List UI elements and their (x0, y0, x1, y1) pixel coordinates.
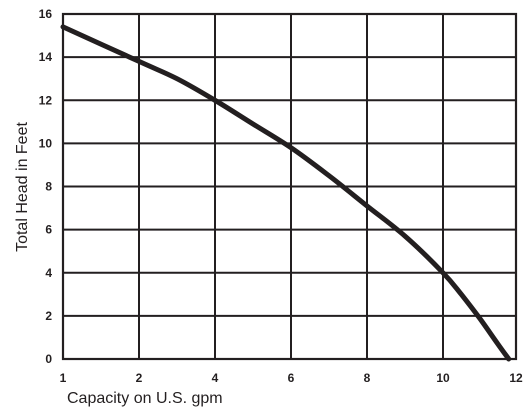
x-tick-label: 1 (60, 371, 67, 385)
x-tick-label: 10 (436, 371, 450, 385)
x-tick-label: 2 (136, 371, 143, 385)
grid-lines (63, 14, 516, 359)
y-tick-label: 4 (45, 266, 52, 280)
x-tick-label: 8 (364, 371, 371, 385)
plot-frame (61, 12, 518, 361)
y-tick-labels: 0 2 4 6 8 10 12 14 16 (39, 7, 53, 366)
y-tick-label: 6 (45, 223, 52, 237)
y-tick-label: 0 (45, 352, 52, 366)
x-tick-label: 12 (509, 371, 523, 385)
y-tick-label: 2 (45, 309, 52, 323)
x-tick-label: 4 (212, 371, 219, 385)
x-axis-label: Capacity on U.S. gpm (67, 390, 223, 407)
y-axis-label: Total Head in Feet (14, 122, 31, 252)
x-tick-labels: 1 2 4 6 8 10 12 (60, 371, 523, 385)
y-tick-label: 12 (39, 93, 53, 107)
x-tick-label: 6 (288, 371, 295, 385)
y-tick-label: 8 (45, 180, 52, 194)
pump-curve-line (60, 24, 512, 362)
y-tick-label: 14 (39, 50, 53, 64)
y-tick-label: 10 (39, 136, 53, 150)
y-tick-label: 16 (39, 7, 53, 21)
